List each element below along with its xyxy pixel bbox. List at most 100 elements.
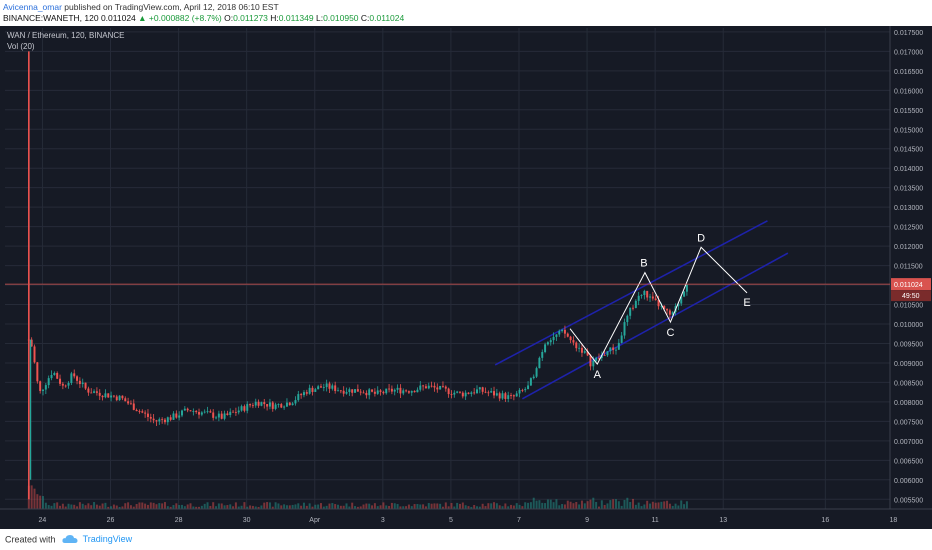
candle-body [302,392,305,396]
volume-bar [478,506,481,509]
candle-body [368,389,371,396]
candle-body [521,389,524,391]
volume-bar [359,506,362,509]
volume-bar [441,506,444,509]
volume-bar [444,502,447,509]
tradingview-brand[interactable]: TradingView [82,534,133,545]
y-tick-label: 0.016500 [894,69,923,76]
x-tick-label: 7 [517,517,521,524]
candle-body [223,413,226,419]
candle-body [501,393,504,399]
created-with: Created with TradingView [5,534,132,546]
countdown-text: 49:50 [902,293,920,300]
volume-bar [351,502,354,509]
volume-indicator-label[interactable]: Vol (20) [7,42,35,51]
axes: 0.017500 0.017000 0.016500 0.016000 0.015500… [0,26,932,524]
symbol-name: BINANCE:WANETH, 120 [3,13,99,23]
candle-body [373,391,376,394]
candle-body [388,388,391,390]
volume-bar [104,502,107,509]
candle-body [467,392,470,394]
volume-bar [413,504,416,509]
candle-body [110,395,113,398]
volume-bar [382,502,385,509]
volume-bar [677,505,680,509]
candle-body [433,385,436,388]
candle-body [181,410,183,416]
volume-bar [47,505,50,509]
volume-bar [93,502,96,509]
candle-body [385,388,388,394]
volume-bar [274,502,277,509]
volume-bar [112,504,115,509]
candle-body [186,408,189,411]
volume-bar [569,501,572,509]
volume-bar [59,505,62,509]
candle-body [39,381,42,391]
candle-body [163,419,166,423]
candle-body [342,390,345,394]
candle-body [212,412,215,418]
y-tick-label: 0.010500 [894,303,923,310]
candle-body [337,390,340,392]
candle-body [396,387,399,390]
candle-body [456,391,459,393]
volume-bar [246,506,249,509]
volume-bar [524,502,527,509]
channel-line [521,252,789,400]
candle-body [118,395,121,401]
volume-bar [84,505,87,509]
candle-body [121,395,124,399]
candle-body [354,389,357,393]
author-link[interactable]: Avicenna_omar [3,2,62,12]
candle-body [413,390,416,393]
volume-bar [200,505,203,509]
price-change: ▲ +0.000882 (+8.7%) [138,13,222,23]
candle-body [362,392,365,394]
candle-body [84,382,87,389]
volume-bar [107,506,110,509]
candle-body [597,357,600,359]
volume-bar [566,500,569,509]
y-tick-label: 0.007000 [894,439,923,446]
volume-bar [345,503,348,509]
candle-body [614,349,617,351]
candle-body [263,402,266,405]
y-tick-label: 0.008500 [894,380,923,387]
volume-bar [334,504,337,509]
candle-body [473,392,476,394]
volume-bar [339,505,342,509]
candle-body [90,392,93,394]
volume-bar [609,500,612,509]
candle-body [183,408,186,411]
footer: Created with TradingView [0,529,932,550]
y-tick-label: 0.012500 [894,225,923,232]
volume-bar [115,505,118,509]
cloud-icon [62,534,78,546]
candle-body [209,411,212,413]
candle-body [98,392,101,396]
candle-body [76,376,79,381]
volume-bar [649,503,652,509]
y-tick-label: 0.009500 [894,341,923,348]
candle-body [365,392,368,396]
symbol-info: BINANCE:WANETH, 120 0.011024 ▲ +0.000882… [3,13,404,23]
volume-bar [589,499,592,509]
volume-bar [632,498,635,509]
volume-bar [155,504,158,509]
volume-bar [634,504,637,509]
candle-body [668,310,671,315]
chart-legend-title: WAN / Ethereum, 120, BINANCE [7,31,125,40]
volume-bar [308,503,311,509]
volume-bar [215,506,218,509]
volume-bar [461,502,464,509]
candle-body [376,390,379,394]
volume-bar [87,503,90,509]
volume-bar [161,503,164,509]
volume-bar [396,504,399,509]
volume-bar [61,503,64,509]
candle-body [629,307,632,316]
volume-bar [121,506,124,509]
volume-bar [166,506,169,509]
